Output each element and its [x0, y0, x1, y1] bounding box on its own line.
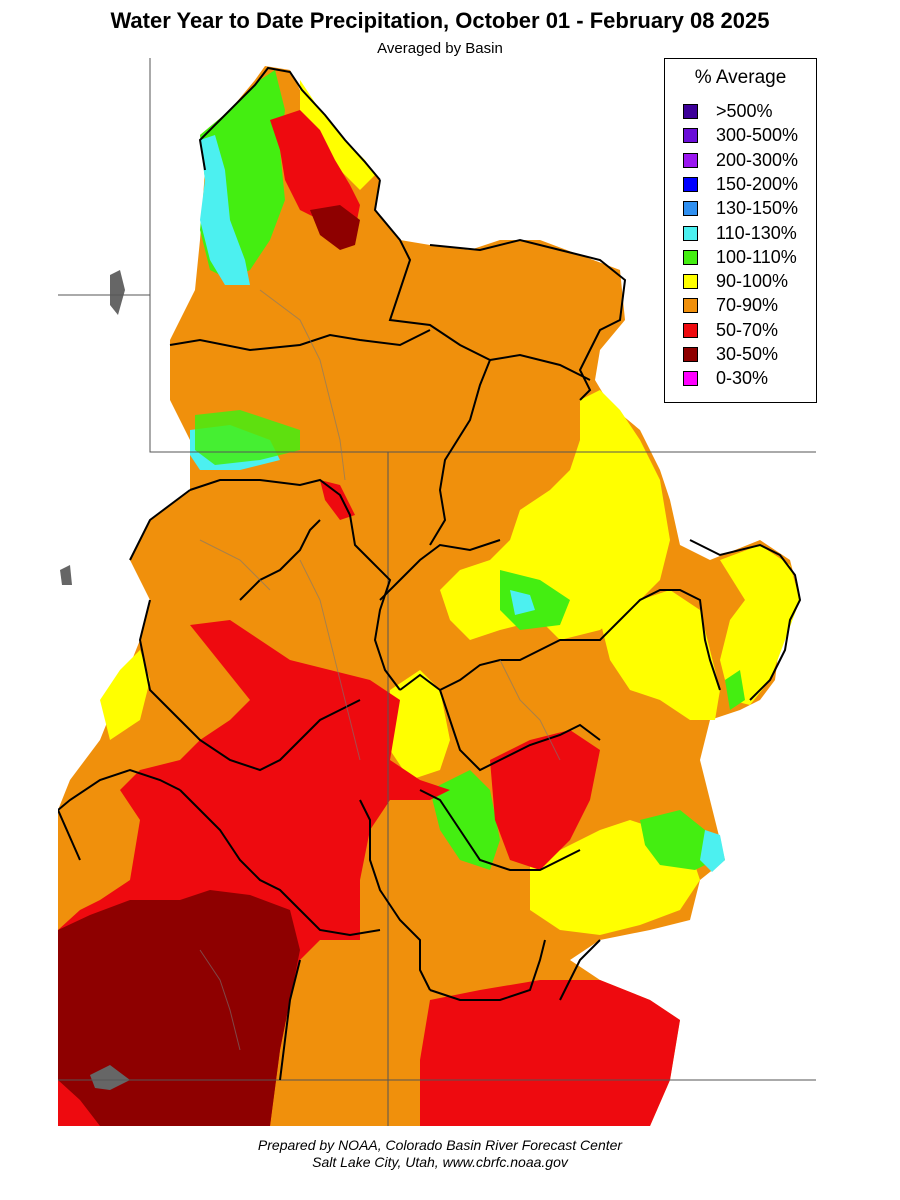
basin-region-green-central — [430, 770, 500, 870]
legend-label: 0-30% — [716, 368, 769, 389]
basin-region-yellow-west — [100, 650, 150, 740]
legend-label: 30-50% — [716, 344, 779, 364]
basin-region-green-west — [195, 410, 300, 465]
legend-swatch — [683, 371, 698, 387]
map-title: Water Year to Date Precipitation, Octobe… — [110, 8, 770, 33]
map-subtitle: Averaged by Basin — [377, 40, 503, 57]
credit-line-2: Salt Lake City, Utah, www.cbrfc.noaa.gov — [312, 1154, 568, 1170]
legend-label: 200-300% — [716, 149, 799, 170]
legend-label: 50-70% — [716, 319, 779, 340]
basin-boundaries — [58, 66, 802, 1081]
legend-swatch — [683, 322, 698, 338]
basin-region-cyan-east — [700, 830, 725, 872]
basin-region-yellow-southeast — [600, 590, 720, 720]
legend-swatch — [683, 347, 698, 362]
lake-south — [90, 1065, 130, 1090]
lake-west — [110, 270, 125, 315]
basin-region-green-east — [640, 810, 715, 870]
credit-line-1: Prepared by NOAA, Colorado Basin River F… — [257, 1137, 623, 1153]
basin-region-green-mid — [500, 570, 570, 630]
basin-region-red-small — [320, 480, 355, 520]
basin-region-green-east-small — [725, 670, 745, 710]
basin-region-cyan-mid — [510, 590, 535, 615]
legend-label: >500% — [716, 101, 773, 121]
legend-label: 130-150% — [716, 198, 799, 219]
basin-region-red-southeast — [420, 980, 680, 1126]
legend-label: 110-130% — [716, 222, 797, 243]
legend-swatch — [683, 176, 698, 192]
basin-region-yellow-central — [390, 670, 450, 780]
basin-region-darkred-north — [310, 205, 360, 250]
basin-region-yellow-far-east — [720, 545, 800, 705]
legend-swatch — [683, 298, 698, 314]
basin-region-cyan-north — [200, 135, 250, 285]
basin-region-darkred-southwest — [58, 890, 300, 1126]
legend-label: 150-200% — [716, 173, 799, 194]
legend-swatch — [683, 201, 698, 217]
legend-swatch — [683, 249, 698, 265]
legend-title: % Average — [694, 67, 787, 88]
basin-region-red-mideast — [490, 730, 600, 870]
legend-label: 70-90% — [716, 295, 779, 316]
legend-label: 300-500% — [716, 125, 799, 146]
lake-southwest — [60, 565, 72, 585]
legend-swatch — [683, 225, 698, 241]
legend-swatch — [683, 152, 698, 168]
basin-region-yellow-north — [300, 80, 375, 190]
legend-label: 90-100% — [716, 271, 789, 292]
state-boundary — [149, 58, 816, 453]
legend-swatch — [683, 128, 698, 144]
legend-swatch — [683, 104, 698, 119]
legend-swatch — [683, 274, 698, 290]
map-legend: % Average >500% 300-500% 200-300% 150-200% 1… — [664, 58, 817, 403]
basin-region-red-north — [270, 110, 360, 230]
legend-label: 100-110% — [716, 246, 797, 267]
rivers — [199, 289, 561, 1051]
